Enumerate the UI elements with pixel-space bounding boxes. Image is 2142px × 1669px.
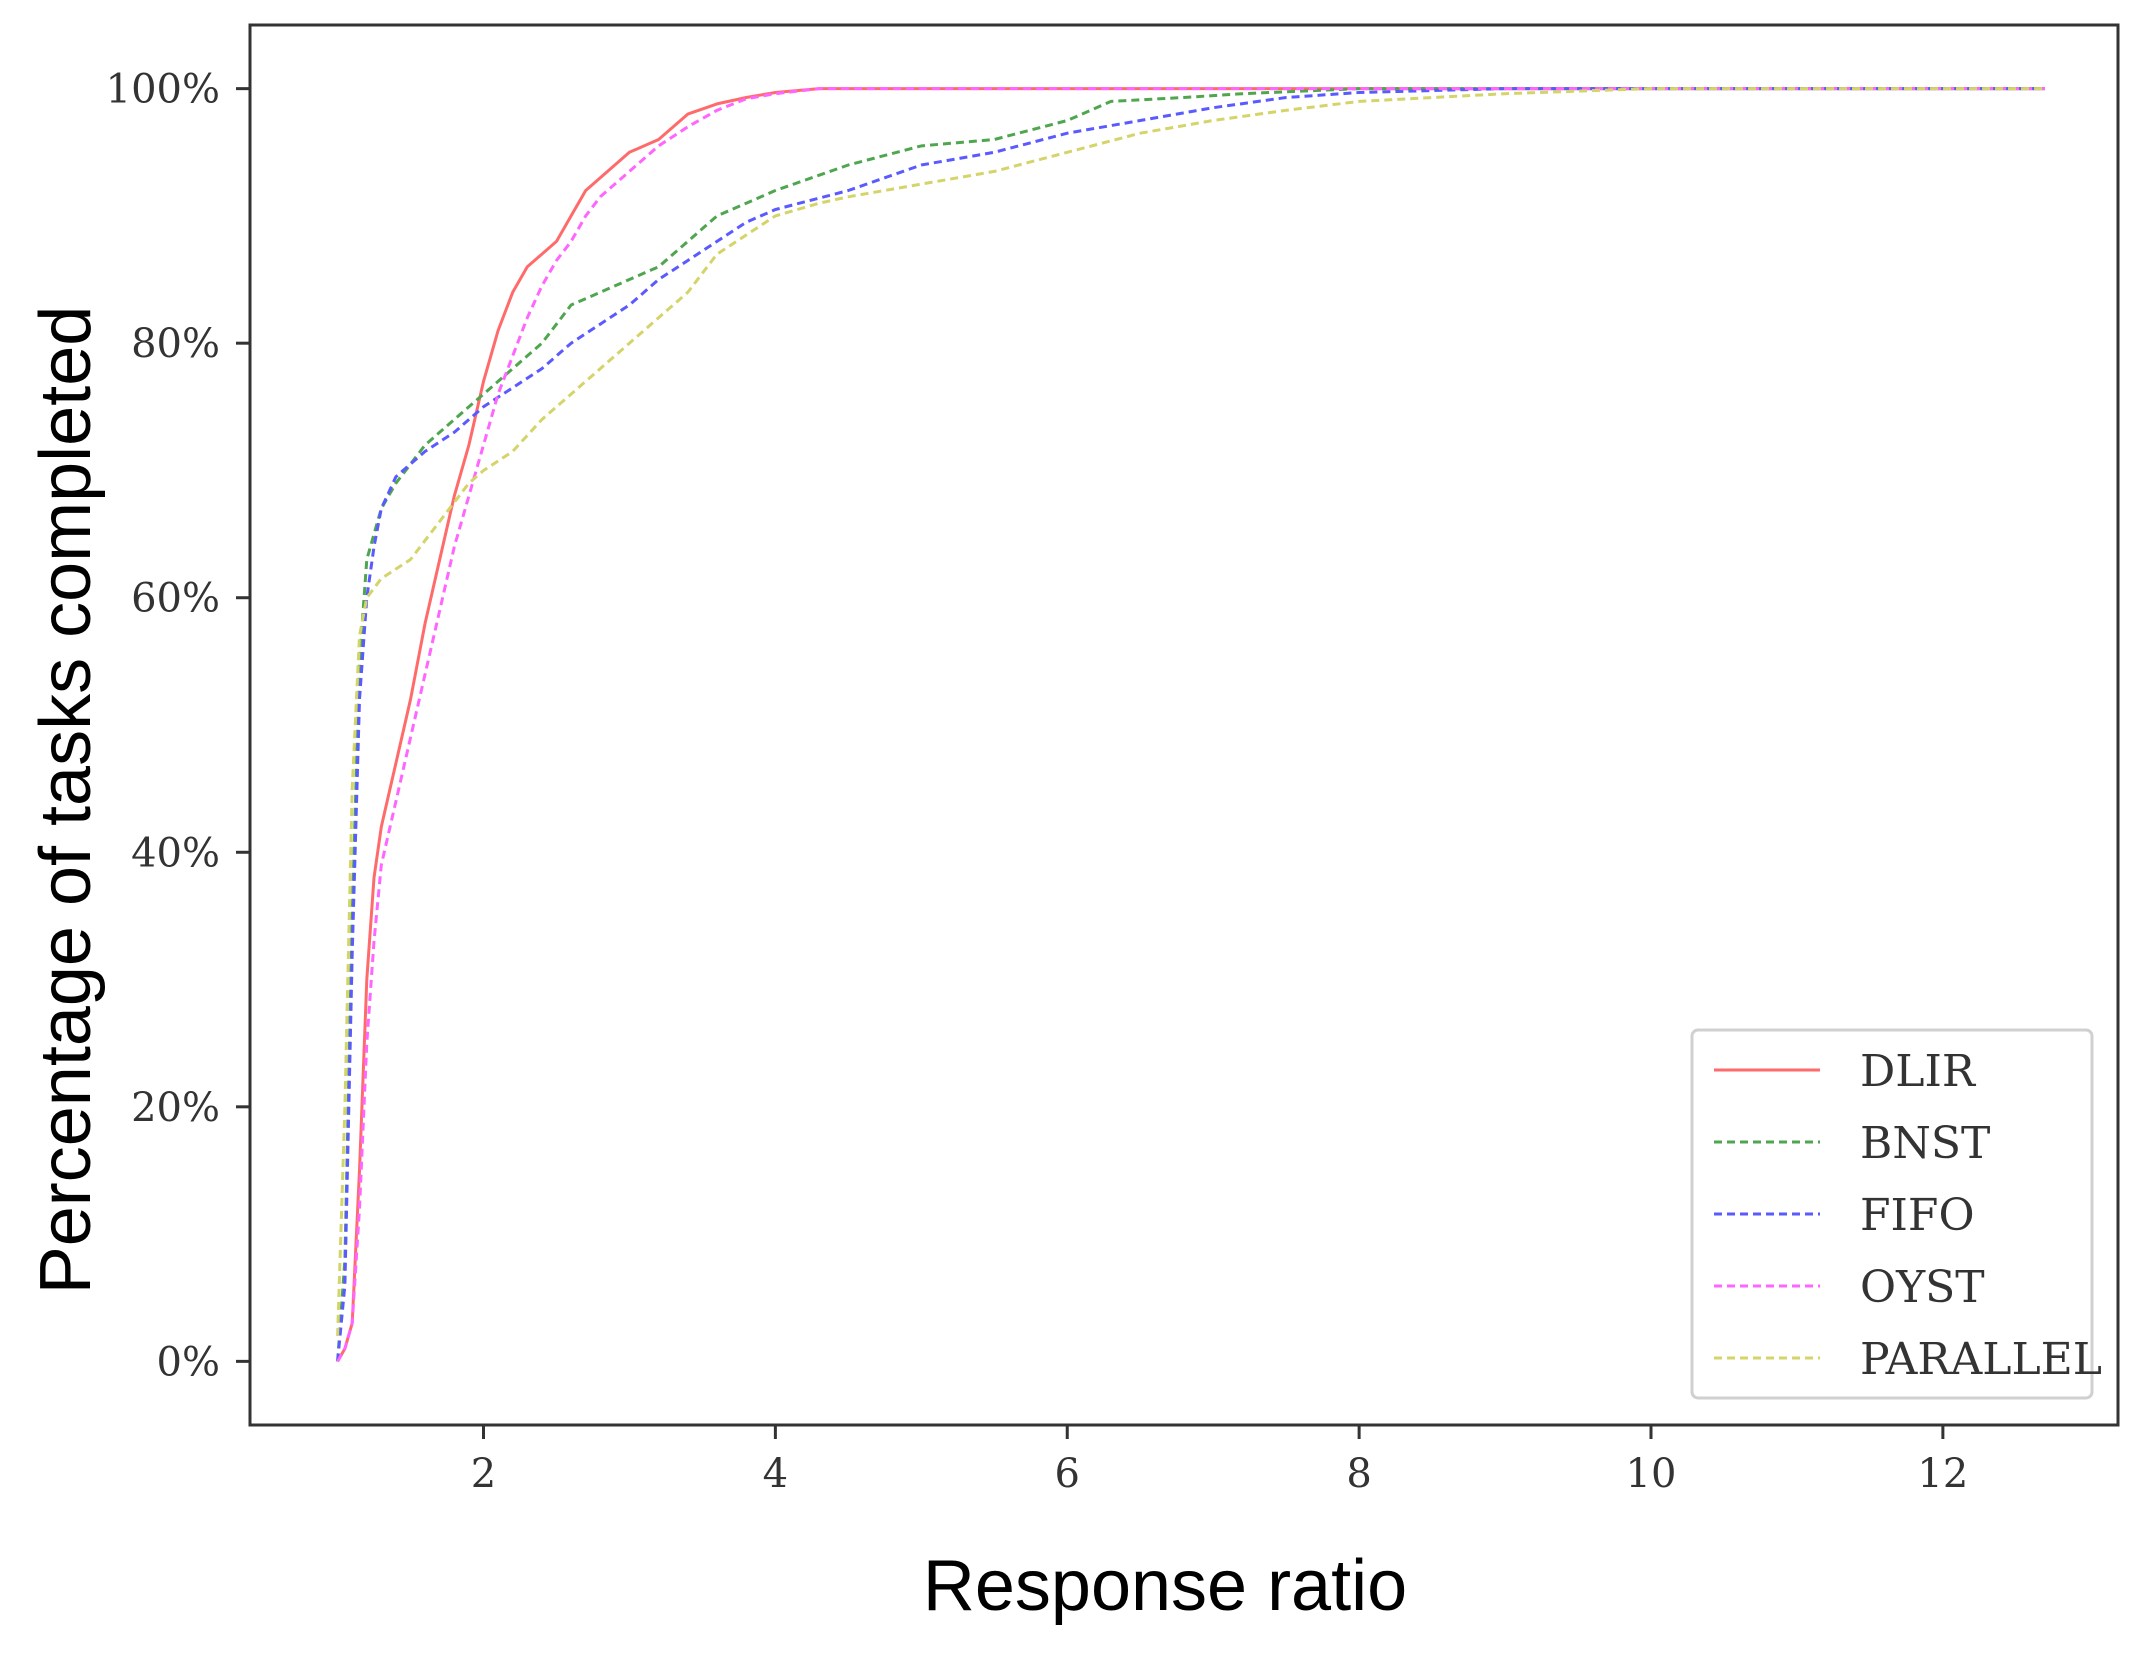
legend-label-oyst: OYST — [1860, 1262, 1985, 1313]
legend-label-dlir: DLIR — [1860, 1046, 1977, 1097]
plot-frame — [248, 23, 2120, 1427]
x-tick-label: 10 — [1626, 1451, 1677, 1497]
x-tick-label: 4 — [763, 1451, 788, 1497]
x-tick-label: 8 — [1346, 1451, 1371, 1497]
chart-legend: DLIR BNST FIFO OYST PARALLEL — [1690, 1028, 2102, 1400]
legend-label-bnst: BNST — [1860, 1118, 1990, 1169]
y-tick-label: 100% — [106, 67, 220, 113]
chart-axes: 2 4 6 8 10 12 0% 20% 40% 60% 80% 100% — [106, 23, 2120, 1497]
y-tick-label: 80% — [131, 321, 220, 367]
x-tick-label: 12 — [1917, 1451, 1968, 1497]
y-axis-title: Percentage of tasks completed — [26, 306, 106, 1295]
y-tick-label: 40% — [131, 830, 220, 876]
legend-label-parallel: PARALLEL — [1860, 1334, 2102, 1385]
x-axis-title: Response ratio — [923, 1546, 1407, 1626]
y-tick-label: 20% — [131, 1085, 220, 1131]
series-line-dlir — [336, 87, 2045, 1363]
chart-marks — [336, 87, 2045, 1363]
x-tick-label: 2 — [471, 1451, 496, 1497]
legend-label-fifo: FIFO — [1860, 1190, 1975, 1241]
series-line-oyst — [336, 87, 2045, 1363]
x-tick-label: 6 — [1055, 1451, 1080, 1497]
y-tick-label: 60% — [131, 576, 220, 622]
series-line-parallel — [336, 87, 2045, 1336]
y-tick-label: 0% — [157, 1339, 220, 1385]
legend-box — [1690, 1028, 2094, 1400]
series-line-bnst — [336, 87, 2045, 1362]
series-line-fifo — [336, 87, 2045, 1362]
